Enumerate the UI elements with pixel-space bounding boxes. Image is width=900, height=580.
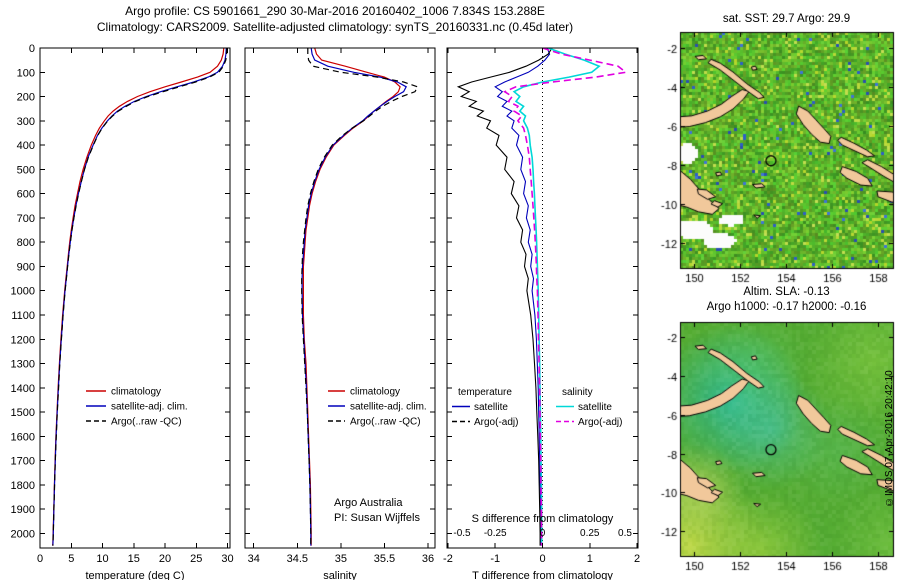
- climatology-line: [302, 48, 401, 546]
- climatology-line: [52, 48, 225, 546]
- annotation: Argo Australia: [334, 497, 403, 509]
- y-tick-label: 1700: [11, 456, 35, 468]
- legend-header: temperature: [458, 387, 512, 398]
- sla-map: [656, 316, 900, 578]
- x-tick-label: 25: [190, 553, 202, 565]
- series-group: [456, 48, 628, 546]
- x-tick-label: 5: [68, 553, 74, 565]
- y-tick-label: 1000: [11, 286, 35, 298]
- axes-frame: [39, 47, 231, 549]
- y-tick-label: 1800: [11, 480, 35, 492]
- salinity-panel: 34 34.5 35 35.5 36 salinity climatology satelli…: [244, 47, 436, 580]
- sla-map-title: Altim. SLA: -0.13: [743, 286, 830, 298]
- x-tick-label: -2: [443, 553, 453, 565]
- annotation: PI: Susan Wijffels: [334, 512, 420, 524]
- legend-label: satellite: [474, 402, 508, 413]
- legend-label: Argo(..raw -QC): [350, 417, 421, 428]
- x-axis-label: salinity: [323, 570, 357, 580]
- legend-label: climatology: [111, 387, 161, 398]
- y-tick-label: 1100: [11, 310, 35, 322]
- y-tick-label: 0: [29, 43, 35, 55]
- axes-frame: [244, 47, 436, 549]
- y-tick-label: 1600: [11, 431, 35, 443]
- x-tick-label: 35: [335, 553, 347, 565]
- s-axis-label: S difference from climatology: [472, 513, 614, 525]
- y-tick-label: 800: [17, 237, 35, 249]
- sst-map: [656, 26, 900, 286]
- satellite-adj-clim-line: [52, 48, 227, 546]
- x-tick-label: 15: [128, 553, 140, 565]
- difference-panel: -2 -1 0 1 2 T difference from climatology -0.5…: [443, 47, 640, 580]
- x-tick-label: -1: [490, 553, 500, 565]
- y-tick-label: 600: [17, 189, 35, 201]
- figure-subtitle: Climatology: CARS2009. Satellite-adjuste…: [96, 20, 574, 34]
- argo-raw-qc-line: [52, 48, 228, 546]
- s-tick-label: 0.5: [618, 528, 632, 539]
- series-group: [52, 48, 228, 546]
- x-tick-label: 10: [96, 553, 108, 565]
- legend: climatology satellite-adj. clim. Argo(..ra…: [328, 387, 427, 428]
- x-tick-label: 2: [634, 553, 640, 565]
- legend-label: Argo(-adj): [578, 417, 622, 428]
- sst-map-title: sat. SST: 29.7 Argo: 29.9: [722, 13, 851, 25]
- legend-label: Argo(-adj): [474, 417, 518, 428]
- axes: [244, 47, 436, 549]
- x-tick-label: 0: [37, 553, 43, 565]
- x-tick-label: 20: [159, 553, 171, 565]
- y-tick-label: 200: [17, 92, 35, 104]
- s-tick-label: 0: [540, 528, 546, 539]
- t-diff-argo-line: [456, 48, 553, 546]
- x-tick-label: 36: [422, 553, 434, 565]
- s-tick-label: -0.25: [484, 528, 507, 539]
- figure-title: Argo profile: CS 5901661_290 30-Mar-2016…: [125, 4, 545, 18]
- series-group: [301, 48, 419, 546]
- legend: temperature satellite Argo(-adj) salinity sa…: [452, 387, 622, 428]
- legend-label: climatology: [350, 387, 400, 398]
- y-tick-label: 2000: [11, 528, 35, 540]
- x-axis-label: temperature (deg C): [85, 570, 184, 580]
- x-axis-label: T difference from climatology: [472, 570, 613, 580]
- legend-label: satellite: [578, 402, 612, 413]
- x-tick-label: 34.5: [287, 553, 308, 565]
- legend-label: satellite-adj. clim.: [111, 402, 188, 413]
- s-tick-label: -0.5: [453, 528, 471, 539]
- y-tick-label: 1400: [11, 383, 35, 395]
- argo-raw-qc-line: [301, 48, 419, 546]
- s-tick-label: 0.25: [580, 528, 600, 539]
- x-tick-label: 35.5: [374, 553, 395, 565]
- x-tick-label: 30: [221, 553, 233, 565]
- x-tick-label: 34: [248, 553, 260, 565]
- s-diff-argo-line: [503, 48, 628, 546]
- satellite-adj-clim-line: [301, 48, 408, 546]
- profile-plots: 0 5 10 15 20 25 300100200300400500600700800900…: [11, 43, 641, 580]
- y-tick-label: 1200: [11, 334, 35, 346]
- t-diff-satellite-line: [494, 48, 551, 546]
- legend-header: salinity: [562, 387, 593, 398]
- x-tick-label: 1: [587, 553, 593, 565]
- temperature-panel: 0 5 10 15 20 25 300100200300400500600700800900…: [11, 43, 234, 580]
- y-tick-label: 100: [17, 67, 35, 79]
- copyright-stamp: ©IMOS 07-Apr-2016 20:42:10: [884, 370, 895, 508]
- x-tick-label: 0: [539, 553, 545, 565]
- legend-label: satellite-adj. clim.: [350, 402, 427, 413]
- legend: climatology satellite-adj. clim. Argo(..ra…: [86, 387, 188, 428]
- y-tick-label: 700: [17, 213, 35, 225]
- axes: [39, 47, 231, 549]
- s-diff-satellite-line: [512, 48, 601, 546]
- sla-map-subtitle: Argo h1000: -0.17 h2000: -0.16: [706, 301, 867, 313]
- axes: [446, 47, 639, 549]
- y-tick-label: 400: [17, 140, 35, 152]
- y-tick-label: 500: [17, 164, 35, 176]
- y-tick-label: 1500: [11, 407, 35, 419]
- y-tick-label: 300: [17, 116, 35, 128]
- y-tick-label: 1900: [11, 504, 35, 516]
- y-tick-label: 1300: [11, 359, 35, 371]
- y-tick-label: 900: [17, 261, 35, 273]
- legend-label: Argo(..raw -QC): [111, 417, 182, 428]
